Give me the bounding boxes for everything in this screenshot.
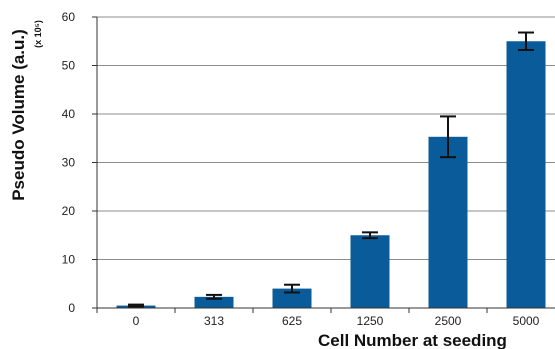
y-axis-unit: (x 10⁵) <box>33 20 43 48</box>
y-tick-label: 60 <box>62 10 76 24</box>
error-bar-1250 <box>362 231 378 240</box>
x-tick-label: 1250 <box>357 314 384 328</box>
x-axis-title: Cell Number at seeding <box>318 331 507 349</box>
y-tick-label: 40 <box>62 107 76 121</box>
x-tick-label: 5000 <box>513 314 540 328</box>
y-axis-title: Pseudo Volume (a.u.) <box>9 29 28 201</box>
y-tick-label: 0 <box>68 301 75 315</box>
y-tick-label: 30 <box>62 156 76 170</box>
bar-5000 <box>506 41 546 308</box>
y-tick-label: 10 <box>62 253 76 267</box>
y-tick-label: 50 <box>62 59 76 73</box>
error-bar-313 <box>206 293 222 300</box>
error-bar-0 <box>128 303 144 308</box>
x-tick-labels: 0 313 625 1250 2500 5000 <box>96 308 540 328</box>
error-bar-5000 <box>518 31 534 51</box>
error-bars <box>128 31 534 308</box>
bar-2500 <box>428 136 468 308</box>
error-bar-625 <box>284 283 300 294</box>
x-tick-label: 625 <box>282 314 302 328</box>
bar-313 <box>194 296 234 308</box>
gridlines <box>92 16 555 309</box>
y-tick-labels: 0 10 20 30 40 50 60 <box>62 10 76 315</box>
error-bar-2500 <box>440 115 456 159</box>
x-tick-label: 313 <box>204 314 224 328</box>
x-tick-label: 2500 <box>435 314 462 328</box>
bars <box>116 41 546 308</box>
x-tick-label: 0 <box>133 314 140 328</box>
bar-625 <box>272 288 312 308</box>
bar-1250 <box>350 235 390 308</box>
y-tick-label: 20 <box>62 204 76 218</box>
